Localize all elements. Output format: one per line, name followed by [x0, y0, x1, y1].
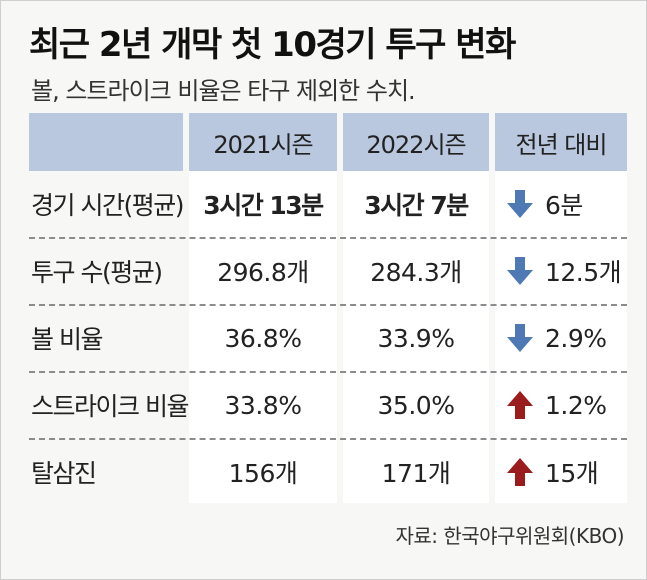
cell-change-pitch-count: 12.5개: [507, 238, 627, 304]
cell-2021-ball-ratio: 36.8%: [224, 323, 302, 353]
cell-2022-pitch-count: 284.3개: [370, 258, 462, 287]
column-divider: [337, 113, 343, 503]
column-divider: [183, 113, 189, 503]
change-value: 6분: [545, 191, 583, 220]
cell-2021-strikeouts: 156개: [228, 459, 298, 488]
source-note: 자료: 한국야구위원회(KBO): [395, 524, 624, 548]
row-label-strikeouts: 탈삼진: [31, 459, 97, 488]
row-divider: [29, 237, 627, 239]
down-arrow-icon: [507, 190, 533, 218]
cell-2021-strike-ratio: 33.8%: [224, 390, 302, 420]
row-label-strike-ratio: 스트라이크 비율: [31, 392, 189, 421]
down-arrow-icon: [507, 257, 533, 285]
up-arrow-icon: [507, 458, 533, 486]
change-value: 15개: [545, 459, 599, 488]
row-divider: [29, 304, 627, 306]
cell-change-strikeouts: 15개: [507, 439, 627, 505]
cell-2022-strike-ratio: 35.0%: [377, 390, 455, 420]
change-value: 2.9%: [545, 323, 607, 353]
cell-change-ball-ratio: 2.9%: [507, 305, 627, 371]
header-2022: 2022시즌: [366, 130, 466, 159]
row-label-pitch-count: 투구 수(평균): [31, 258, 163, 287]
page-subtitle: 볼, 스트라이크 비율은 타구 제외한 수치.: [31, 77, 416, 105]
change-value: 12.5개: [545, 258, 622, 287]
row-divider: [29, 438, 627, 440]
down-arrow-icon: [507, 324, 533, 352]
column-divider: [489, 113, 495, 503]
cell-2021-game-time: 3시간 13분: [203, 191, 324, 220]
cell-change-strike-ratio: 1.2%: [507, 372, 627, 438]
stats-table: 2021시즌 2022시즌 전년 대비 경기 시간(평균) 3시간 13분 3시…: [29, 113, 627, 503]
col-2022-bg: [343, 171, 489, 503]
cell-2022-game-time: 3시간 7분: [364, 191, 469, 220]
cell-2022-strikeouts: 171개: [381, 459, 451, 488]
row-label-ball-ratio: 볼 비율: [31, 325, 103, 354]
cell-2022-ball-ratio: 33.9%: [377, 323, 455, 353]
up-arrow-icon: [507, 391, 533, 419]
col-2021-bg: [189, 171, 337, 503]
row-label-game-time: 경기 시간(평균): [31, 191, 184, 220]
change-value: 1.2%: [545, 390, 607, 420]
cell-change-game-time: 6분: [507, 171, 627, 237]
table-header-row: [29, 113, 627, 171]
header-change: 전년 대비: [515, 130, 608, 159]
row-divider: [29, 371, 627, 373]
cell-2021-pitch-count: 296.8개: [217, 258, 309, 287]
header-2021: 2021시즌: [213, 130, 313, 159]
page-title: 최근 2년 개막 첫 10경기 투구 변화: [29, 25, 516, 65]
